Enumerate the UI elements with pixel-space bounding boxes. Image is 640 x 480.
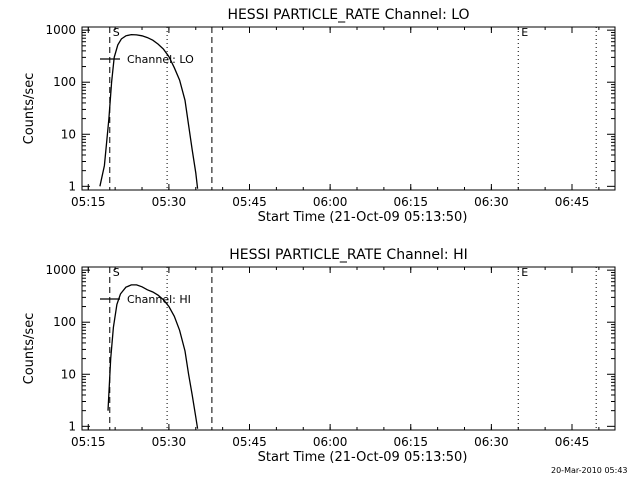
x-axis-label: Start Time (21-Oct-09 05:13:50) (258, 450, 468, 465)
time-marker-label: S (113, 266, 120, 279)
y-tick-label: 1 (68, 419, 76, 433)
x-tick-label: 06:45 (555, 195, 590, 209)
x-tick-label: 05:30 (152, 195, 187, 209)
time-marker-label: S (113, 26, 120, 39)
footer-timestamp: 20-Mar-2010 05:43 (551, 466, 628, 475)
x-tick-label: 06:15 (393, 435, 428, 449)
y-axis-label: Counts/sec (22, 73, 37, 145)
series-line (99, 33, 199, 189)
legend-label: Channel: LO (127, 53, 194, 66)
y-tick-label: 1000 (45, 23, 76, 37)
chart-panel-hi: HESSI PARTICLE_RATE Channel: HI 05:15 05:3… (22, 247, 616, 465)
x-tick-label: 06:30 (474, 435, 509, 449)
x-tick-label: 06:45 (555, 435, 590, 449)
time-marker-label: E (521, 26, 528, 39)
y-tick-label: 10 (61, 367, 76, 381)
legend-label: Channel: HI (127, 293, 191, 306)
x-tick-label: 05:15 (71, 435, 106, 449)
x-axis-label: Start Time (21-Oct-09 05:13:50) (258, 210, 468, 225)
x-tick-label: 06:15 (393, 195, 428, 209)
plot-frame (81, 26, 616, 191)
y-tick-label: 100 (53, 315, 76, 329)
y-tick-label: 100 (53, 75, 76, 89)
x-tick-label: 05:45 (232, 195, 267, 209)
x-tick-label: 05:30 (152, 435, 187, 449)
x-tick-label: 05:45 (232, 435, 267, 449)
x-tick-label: 06:30 (474, 195, 509, 209)
x-tick-label: 06:00 (313, 195, 348, 209)
y-tick-label: 1000 (45, 263, 76, 277)
chart-title: HESSI PARTICLE_RATE Channel: HI (229, 247, 467, 263)
y-tick-label: 1 (68, 179, 76, 193)
chart-title: HESSI PARTICLE_RATE Channel: LO (227, 7, 469, 23)
plot-frame (81, 266, 616, 431)
y-tick-label: 10 (61, 127, 76, 141)
chart-panel-lo: HESSI PARTICLE_RATE Channel: LO 05:15 05:3… (22, 7, 616, 225)
x-tick-label: 06:00 (313, 435, 348, 449)
x-tick-label: 05:15 (71, 195, 106, 209)
series-line (107, 284, 199, 429)
y-axis-label: Counts/sec (22, 313, 37, 385)
time-marker-label: E (521, 266, 528, 279)
